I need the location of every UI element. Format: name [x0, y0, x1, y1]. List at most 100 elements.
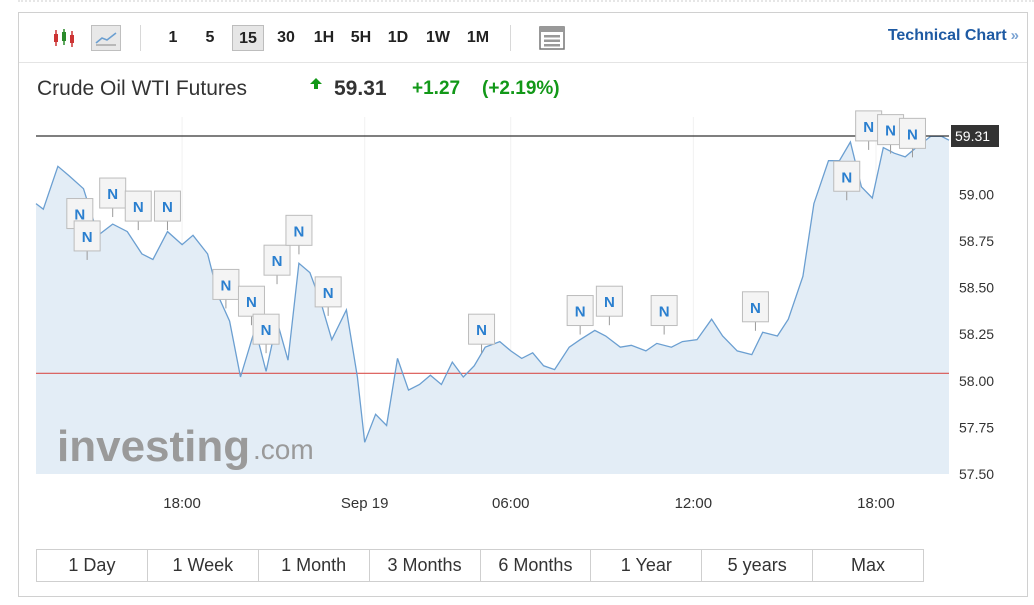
news-marker-label: N — [162, 199, 173, 216]
toolbar-separator — [510, 25, 511, 51]
time-range-selector: 1 Day 1 Week 1 Month 3 Months 6 Months 1… — [36, 549, 924, 582]
chart-toolbar: 1 5 15 30 1H 5H 1D 1W 1M Technical Chart… — [19, 13, 1027, 63]
news-marker-box — [468, 313, 496, 345]
news-marker-label: N — [750, 300, 761, 317]
x-tick-label: Sep 19 — [341, 495, 389, 512]
news-marker: N — [212, 268, 240, 309]
news-marker-label: N — [841, 169, 852, 186]
technical-chart-link[interactable]: Technical Chart» — [888, 27, 1019, 45]
watermark: investing .com — [57, 422, 314, 471]
range-1-day[interactable]: 1 Day — [37, 550, 148, 581]
news-marker-label: N — [294, 223, 305, 240]
range-1-year[interactable]: 1 Year — [591, 550, 703, 581]
news-marker-box — [237, 285, 265, 317]
news-marker-label: N — [82, 229, 93, 246]
news-marker-label: N — [323, 285, 334, 302]
table-view-icon[interactable] — [536, 25, 568, 51]
toolbar-separator — [140, 25, 141, 51]
news-marker-label: N — [272, 253, 283, 270]
news-marker-box — [898, 117, 926, 149]
news-marker: N — [650, 295, 678, 335]
last-price-badge-label: 59.31 — [955, 128, 990, 144]
x-tick-label: 18:00 — [163, 495, 201, 512]
plot-area — [35, 117, 950, 474]
news-marker: N — [252, 313, 280, 354]
x-tick-label: 18:00 — [857, 495, 895, 512]
line-chart-icon[interactable] — [91, 25, 121, 51]
x-tick-label: 12:00 — [675, 495, 713, 512]
news-marker: N — [285, 214, 313, 255]
price-area — [36, 136, 949, 474]
x-axis: 18:00 Sep 19 06:00 12:00 18:00 — [163, 495, 894, 512]
technical-chart-label: Technical Chart — [887, 27, 1007, 44]
last-price: 59.31 — [334, 77, 387, 100]
interval-5[interactable]: 5 — [205, 29, 215, 46]
y-tick-label: 57.50 — [959, 466, 994, 482]
range-5-years[interactable]: 5 years — [702, 550, 814, 581]
news-marker-label: N — [575, 304, 586, 321]
interval-15[interactable]: 15 — [232, 25, 264, 51]
interval-1[interactable]: 1 — [168, 29, 178, 46]
news-marker-box — [73, 220, 101, 252]
news-marker-box — [153, 190, 181, 222]
news-marker-box — [252, 313, 280, 345]
news-marker-box — [566, 295, 594, 327]
y-tick-label: 58.00 — [959, 373, 994, 389]
interval-1w[interactable]: 1W — [426, 29, 450, 46]
chart-widget: 1 5 15 30 1H 5H 1D 1W 1M Technical Chart… — [18, 12, 1028, 597]
y-tick-label: 59.00 — [959, 186, 994, 202]
range-3-months[interactable]: 3 Months — [369, 550, 481, 581]
news-marker-label: N — [74, 207, 85, 224]
top-divider — [18, 0, 1034, 6]
interval-1d[interactable]: 1D — [387, 29, 409, 46]
news-marker: N — [314, 276, 342, 316]
news-marker: N — [898, 117, 926, 158]
news-marker-box — [833, 160, 861, 192]
interval-1h[interactable]: 1H — [313, 29, 335, 46]
news-marker: N — [73, 220, 101, 260]
news-marker-label: N — [907, 126, 918, 143]
news-marker-label: N — [107, 186, 118, 203]
news-marker-box — [595, 285, 623, 317]
news-marker-box — [212, 268, 240, 300]
interval-5h[interactable]: 5H — [350, 29, 372, 46]
instrument-name: Crude Oil WTI Futures — [37, 77, 248, 100]
price-chart[interactable]: 59.00 58.75 58.50 58.25 58.00 57.75 57.50 59.31… — [19, 13, 1027, 533]
range-1-week[interactable]: 1 Week — [147, 550, 259, 581]
news-marker: N — [468, 313, 496, 354]
news-marker-label: N — [476, 322, 487, 339]
news-marker: N — [124, 190, 152, 231]
news-marker: N — [237, 285, 265, 326]
news-marker-box — [263, 244, 291, 276]
range-1-month[interactable]: 1 Month — [258, 550, 370, 581]
news-marker: N — [566, 295, 594, 335]
news-marker-box — [314, 276, 342, 308]
interval-30[interactable]: 30 — [277, 29, 295, 46]
y-tick-label: 57.75 — [959, 419, 994, 435]
range-6-months[interactable]: 6 Months — [480, 550, 592, 581]
news-marker-label: N — [261, 322, 272, 339]
x-tick-label: 06:00 — [492, 495, 530, 512]
candlestick-icon[interactable] — [49, 25, 79, 51]
news-marker-label: N — [246, 294, 257, 311]
news-marker-box — [741, 291, 769, 323]
news-marker-label: N — [133, 199, 144, 216]
y-axis: 59.00 58.75 58.50 58.25 58.00 57.75 57.50 59.31 — [951, 125, 999, 482]
y-tick-label: 58.50 — [959, 280, 994, 296]
double-chevron-right-icon: » — [1010, 27, 1019, 44]
price-change-percent: (+2.19%) — [482, 78, 560, 99]
news-marker-label: N — [885, 123, 896, 140]
y-tick-label: 58.25 — [959, 326, 994, 342]
news-marker: N — [741, 291, 769, 331]
news-marker: N — [833, 160, 861, 201]
price-line — [35, 135, 950, 443]
news-marker: N — [263, 244, 291, 285]
news-marker-label: N — [659, 304, 670, 321]
news-marker-box — [285, 214, 313, 246]
price-change: +1.27 — [412, 78, 461, 99]
watermark-brand: investing — [57, 422, 250, 471]
range-max[interactable]: Max — [813, 550, 923, 581]
interval-1m[interactable]: 1M — [466, 29, 490, 46]
y-tick-label: 58.75 — [959, 233, 994, 249]
